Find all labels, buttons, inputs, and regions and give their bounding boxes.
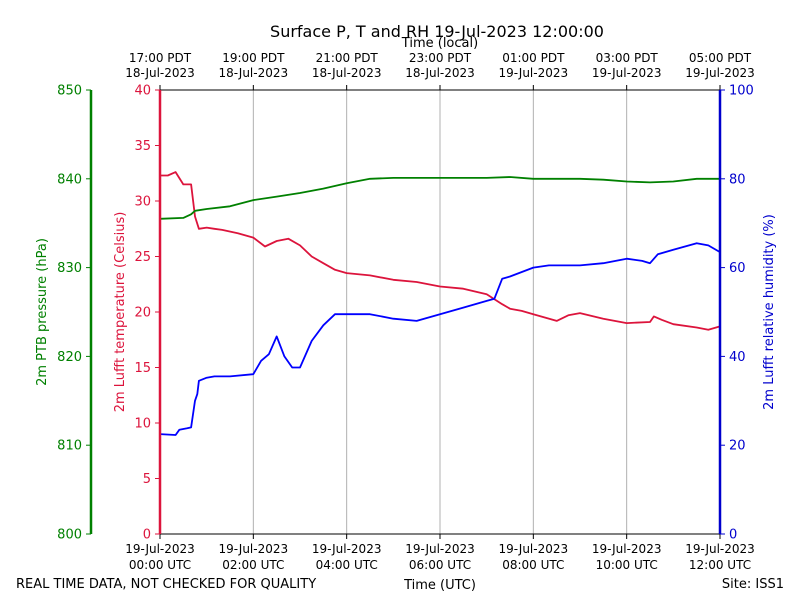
pressure-tick-label: 800 [57, 528, 82, 543]
grid-lines [252, 90, 628, 534]
humidity-tick-label: 100 [729, 84, 754, 99]
pressure-tick-label: 830 [57, 261, 82, 276]
humidity-tick-label: 80 [729, 172, 746, 187]
x-tick-label-top-time: 03:00 PDT [596, 51, 659, 65]
x-tick-label-bottom-time: 02:00 UTC [222, 558, 284, 572]
x-tick-label-bottom-date: 19-Jul-2023 [499, 542, 569, 556]
x-tick-label-bottom-time: 12:00 UTC [689, 558, 751, 572]
x-tick-label-top-time: 17:00 PDT [129, 51, 192, 65]
temperature-tick-label: 5 [143, 472, 151, 487]
x-tick-label-top-date: 19-Jul-2023 [685, 66, 755, 80]
x-tick-label-bottom-time: 08:00 UTC [502, 558, 564, 572]
pressure-tick-label: 820 [57, 350, 82, 365]
series-line-humidity [159, 242, 721, 436]
series-line-pressure [159, 176, 720, 220]
top-axis-label: Time (local) [401, 36, 478, 51]
temperature-tick-label: 20 [134, 306, 151, 321]
x-tick-label-bottom-time: 04:00 UTC [316, 558, 378, 572]
humidity-tick-label: 20 [729, 439, 746, 454]
x-tick-label-top-date: 18-Jul-2023 [219, 66, 289, 80]
x-tick-label-bottom-date: 19-Jul-2023 [125, 542, 195, 556]
x-tick-label-top-time: 19:00 PDT [222, 51, 285, 65]
x-tick-label-bottom-date: 19-Jul-2023 [685, 542, 755, 556]
temperature-tick-label: 10 [134, 417, 151, 432]
temperature-axis-label: 2m Lufft temperature (Celsius) [113, 212, 128, 413]
pressure-tick-label: 850 [57, 84, 82, 99]
pressure-tick-label: 810 [57, 439, 82, 454]
temperature-tick-label: 40 [134, 84, 151, 99]
x-tick-label-bottom-date: 19-Jul-2023 [592, 542, 662, 556]
x-tick-label-top-date: 19-Jul-2023 [592, 66, 662, 80]
x-tick-label-bottom-date: 19-Jul-2023 [405, 542, 475, 556]
x-tick-label-bottom-date: 19-Jul-2023 [312, 542, 382, 556]
temperature-tick-label: 35 [134, 139, 151, 154]
chart-title: Surface P, T and RH 19-Jul-2023 12:00:00 [270, 22, 604, 41]
x-tick-label-top-time: 01:00 PDT [502, 51, 565, 65]
x-tick-label-top-time: 05:00 PDT [689, 51, 752, 65]
x-tick-label-top-time: 21:00 PDT [316, 51, 379, 65]
footer-note: REAL TIME DATA, NOT CHECKED FOR QUALITY [16, 577, 316, 592]
x-tick-label-bottom-time: 00:00 UTC [129, 558, 191, 572]
x-tick-label-top-date: 18-Jul-2023 [405, 66, 475, 80]
series-line-temperature [160, 171, 721, 331]
humidity-tick-label: 40 [729, 350, 746, 365]
humidity-tick-label: 0 [729, 528, 737, 543]
temperature-tick-label: 15 [134, 361, 151, 376]
x-tick-label-top-date: 18-Jul-2023 [125, 66, 195, 80]
x-tick-label-top-date: 18-Jul-2023 [312, 66, 382, 80]
site-label: Site: ISS1 [722, 577, 784, 592]
x-tick-label-top-time: 23:00 PDT [409, 51, 472, 65]
temperature-tick-label: 25 [134, 250, 151, 265]
humidity-tick-label: 60 [729, 261, 746, 276]
humidity-axis-label: 2m Lufft relative humidity (%) [762, 214, 777, 410]
x-axis-label: Time (UTC) [403, 578, 476, 593]
x-tick-label-bottom-time: 10:00 UTC [596, 558, 658, 572]
x-tick-label-top-date: 19-Jul-2023 [499, 66, 569, 80]
series-layer [159, 171, 721, 436]
x-tick-label-bottom-time: 06:00 UTC [409, 558, 471, 572]
pressure-axis-label: 2m PTB pressure (hPa) [35, 238, 50, 386]
x-tick-label-bottom-date: 19-Jul-2023 [219, 542, 289, 556]
pressure-tick-label: 840 [57, 172, 82, 187]
temperature-tick-label: 0 [143, 528, 151, 543]
temperature-tick-label: 30 [134, 195, 151, 210]
